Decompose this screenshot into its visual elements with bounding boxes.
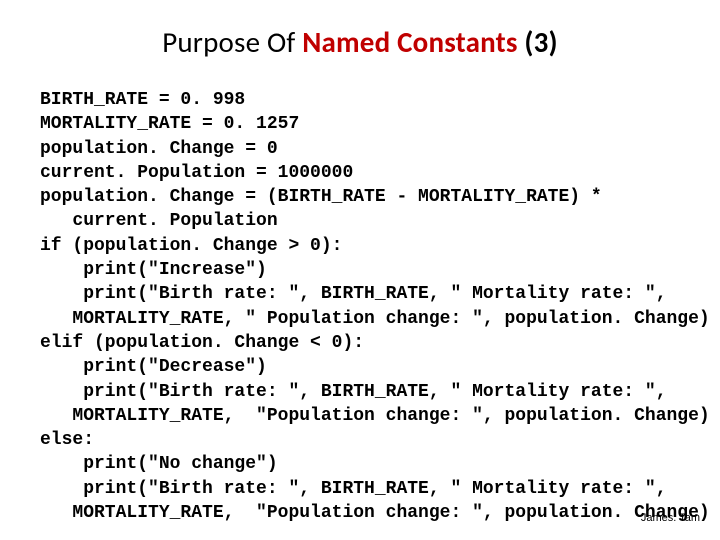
slide-title: Purpose Of Named Constants (3): [40, 24, 680, 60]
slide-container: Purpose Of Named Constants (3) BIRTH_RAT…: [0, 0, 720, 540]
code-block: BIRTH_RATE = 0. 998 MORTALITY_RATE = 0. …: [40, 88, 680, 525]
title-suffix: (3): [518, 24, 558, 60]
title-accent: Named Constants: [302, 24, 517, 60]
title-prefix: Purpose Of: [162, 24, 302, 60]
footer-author: James. Tam: [641, 512, 700, 524]
